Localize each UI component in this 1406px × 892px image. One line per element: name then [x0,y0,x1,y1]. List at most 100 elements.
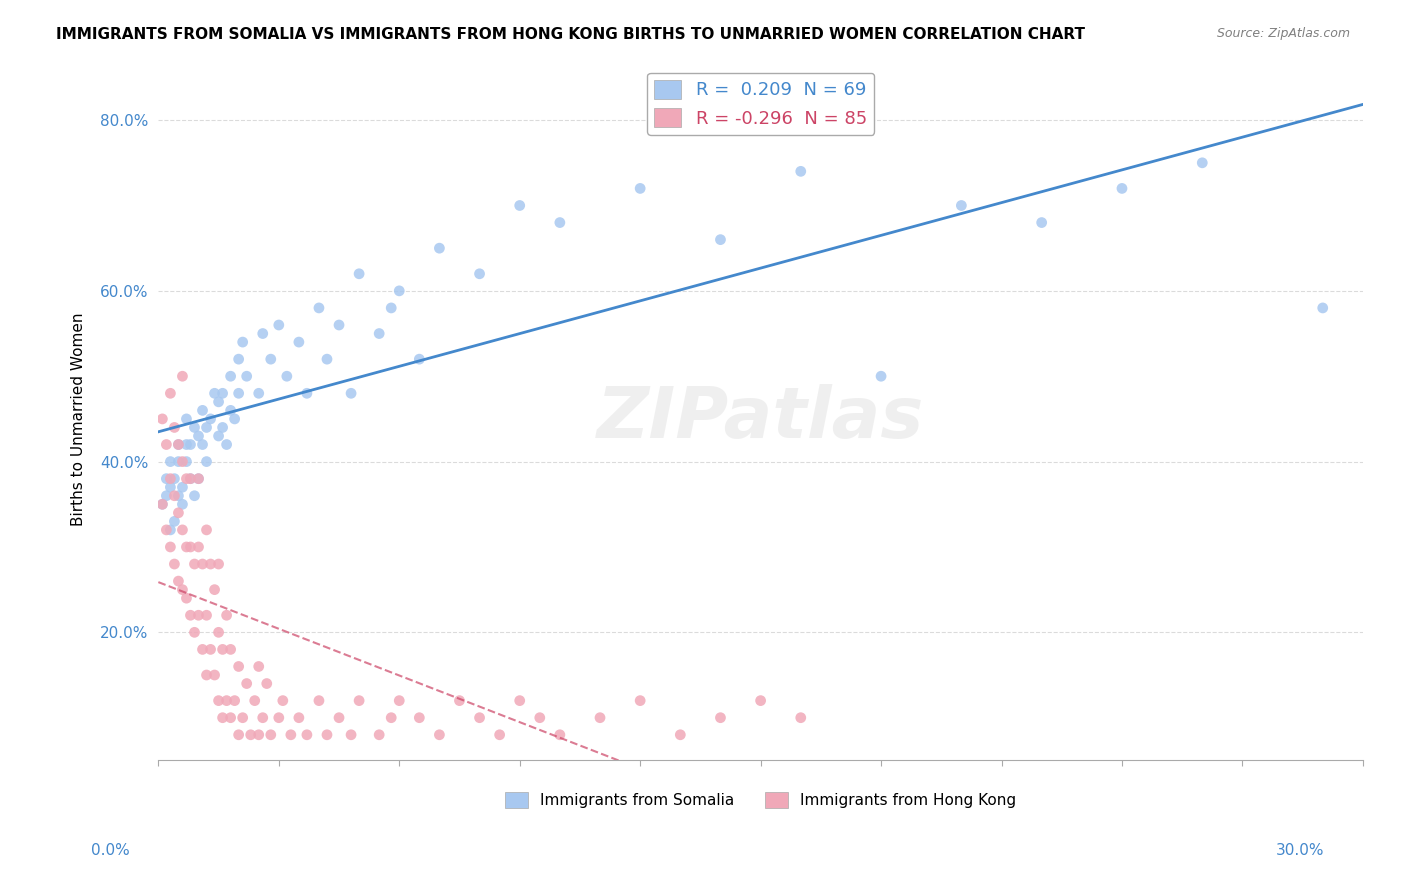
Point [176,472,198,486]
Point [172,497,194,511]
Point [187,429,209,443]
Point [271,693,294,707]
Point [183,625,205,640]
Point [179,472,201,486]
Point [200,642,222,657]
Point [280,728,302,742]
Point [328,318,350,332]
Point [228,386,250,401]
Point [215,608,238,623]
Point [529,711,551,725]
Text: 30.0%: 30.0% [1277,843,1324,858]
Point [179,540,201,554]
Point [150,497,173,511]
Point [155,489,177,503]
Point [150,412,173,426]
Point [1312,301,1334,315]
Point [183,489,205,503]
Point [204,582,226,597]
Point [380,711,402,725]
Point [215,693,238,707]
Point [204,386,226,401]
Point [204,668,226,682]
Point [295,728,318,742]
Point [548,216,571,230]
Point [219,369,242,384]
Point [509,198,531,212]
Point [260,352,283,367]
Point [347,693,370,707]
Point [589,711,612,725]
Point [159,472,181,486]
Point [380,301,402,315]
Point [509,693,531,707]
Point [150,497,173,511]
Point [368,728,391,742]
Point [211,642,233,657]
Text: IMMIGRANTS FROM SOMALIA VS IMMIGRANTS FROM HONG KONG BIRTHS TO UNMARRIED WOMEN C: IMMIGRANTS FROM SOMALIA VS IMMIGRANTS FR… [56,27,1085,42]
Point [870,369,893,384]
Point [235,369,257,384]
Point [211,711,233,725]
Point [276,369,298,384]
Y-axis label: Births to Unmarried Women: Births to Unmarried Women [72,312,86,525]
Point [232,334,254,349]
Point [207,625,229,640]
Point [176,412,198,426]
Point [219,403,242,417]
Point [709,711,731,725]
Point [288,711,311,725]
Point [488,728,510,742]
Point [1111,181,1133,195]
Point [191,557,214,571]
Point [183,557,205,571]
Point [183,420,205,434]
Point [749,693,772,707]
Point [628,181,651,195]
Point [408,352,430,367]
Point [187,472,209,486]
Point [195,420,218,434]
Point [167,574,190,588]
Point [295,386,318,401]
Point [429,241,451,255]
Point [172,369,194,384]
Point [790,711,813,725]
Point [187,540,209,554]
Point [219,711,242,725]
Point [155,523,177,537]
Point [449,693,471,707]
Point [267,318,290,332]
Point [243,693,266,707]
Point [159,540,181,554]
Point [163,420,186,434]
Point [247,728,270,742]
Point [163,489,186,503]
Point [790,164,813,178]
Point [247,659,270,673]
Point [228,352,250,367]
Point [308,693,330,707]
Point [195,608,218,623]
Point [187,608,209,623]
Point [950,198,973,212]
Point [235,676,257,690]
Point [195,668,218,682]
Point [388,693,411,707]
Point [228,659,250,673]
Point [548,728,571,742]
Point [1191,156,1213,170]
Point [429,728,451,742]
Point [159,386,181,401]
Point [340,386,363,401]
Point [179,608,201,623]
Point [316,728,339,742]
Point [155,437,177,451]
Point [167,437,190,451]
Text: ZIPatlas: ZIPatlas [598,384,924,453]
Point [328,711,350,725]
Point [709,233,731,247]
Point [207,394,229,409]
Point [211,386,233,401]
Point [167,454,190,468]
